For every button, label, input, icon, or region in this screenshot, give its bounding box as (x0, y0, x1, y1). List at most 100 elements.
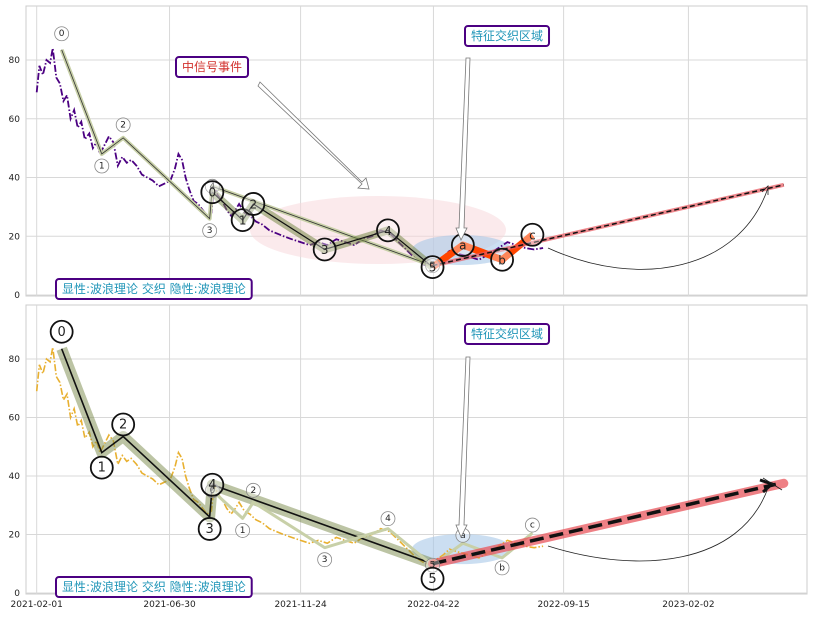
bottom-large-wave-4-circle (200, 472, 225, 497)
bottom-ytick-label: 40 (9, 472, 21, 482)
large-wave-5-circle (420, 255, 445, 279)
small-wave-4-label: 4 (209, 182, 215, 192)
large-wave-b-label: b (498, 253, 506, 267)
small-wave-4-circle (204, 178, 220, 194)
curved-arrowhead (761, 185, 769, 195)
bottom-small-wave-2-label: 2 (250, 486, 256, 496)
bottom-large-wave-3-circle (197, 517, 222, 541)
event-arrow (257, 81, 370, 190)
small-wave-1-label: 1 (99, 162, 105, 172)
bottom-curved-arrow (547, 487, 769, 562)
bottom-large-wave-marker: 3 (197, 517, 222, 541)
bottom-large-wave-4-label: 4 (208, 478, 216, 493)
bottom-large-wave-marker: 5 (420, 566, 445, 591)
small-wave-5-label: 5 (430, 261, 436, 271)
bottom-large-wave-marker: 1 (89, 455, 114, 480)
small-wave-marker: 1 (94, 158, 110, 174)
bottom-large-wave-5-circle (420, 566, 445, 591)
bottom-small-wave-1-label: 1 (240, 526, 246, 536)
bottom-ytick-label: 80 (9, 355, 21, 365)
bottom-small-wave-c-label: c (530, 521, 535, 531)
small-wave-marker: 2 (115, 117, 131, 133)
top-zone-label: 特征交织区域 (471, 28, 543, 43)
top-ytick-label: 80 (9, 56, 21, 66)
small-wave-marker: 4 (204, 178, 220, 194)
top-ytick-label: 60 (9, 115, 21, 125)
bottom-small-wave-marker: 4 (380, 511, 396, 527)
small-wave-3-circle (202, 223, 218, 239)
top-footer-label-box (55, 278, 253, 300)
bottom-small-wave-b-circle (494, 560, 510, 576)
bottom-small-wave-a-label: a (460, 531, 466, 541)
bottom-ytick-label: 60 (9, 414, 21, 424)
bottom-large-wave-5-label: 5 (428, 572, 436, 587)
bottom-large-wave-marker: 2 (111, 412, 136, 437)
event-label-box (175, 56, 250, 78)
small-wave-marker: 3 (202, 223, 218, 239)
xtick-label: 2022-04-22 (407, 600, 459, 610)
bottom-small-wave-marker: 1 (235, 523, 251, 538)
bottom-small-wave-marker: c (525, 517, 540, 533)
curved-arrow (547, 187, 769, 270)
large-wave-0-label: 0 (209, 186, 217, 200)
large-wave-c-circle (520, 222, 545, 247)
bottom-small-wave-1-circle (235, 523, 251, 538)
small-wave-2-label: 2 (120, 120, 126, 130)
small-wave-0-label: 0 (59, 29, 65, 39)
bottom-zone-label-box (464, 323, 551, 345)
small-wave-marker: 0 (54, 26, 70, 42)
bottom-small-wave-b-label: b (499, 563, 505, 573)
top-zone-label-box (464, 25, 551, 47)
bottom-zone-label: 特征交织区域 (471, 326, 543, 341)
bottom-large-wave-0-label: 0 (58, 325, 66, 340)
bottom-small-wave-c-circle (525, 517, 540, 533)
bottom-large-wave-marker: 0 (49, 319, 74, 344)
bottom-footer-label-box (55, 576, 253, 598)
bottom-small-wave-marker: 2 (245, 482, 261, 498)
large-wave-4-label: 4 (384, 224, 392, 238)
xtick-label: 2023-02-02 (662, 600, 714, 610)
projection-line (432, 184, 784, 267)
top-ytick-label: 0 (14, 291, 20, 301)
xtick-label: 2022-09-15 (537, 600, 589, 610)
bottom-large-wave-2-label: 2 (119, 418, 127, 433)
bottom-large-wave-2-circle (111, 412, 136, 437)
bottom-small-wave-marker: b (494, 560, 510, 576)
large-wave-a-label: a (459, 239, 466, 253)
bottom-feature-zone-region (412, 534, 512, 565)
top-ytick-label: 20 (9, 232, 21, 242)
bottom-large-wave-1-label: 1 (98, 461, 106, 476)
large-wave-3-circle (312, 237, 337, 262)
large-wave-3-label: 3 (321, 243, 329, 257)
large-wave-b-circle (490, 247, 514, 272)
bottom-small-wave-3-label: 3 (322, 555, 328, 565)
event-label: 中信号事件 (182, 59, 242, 74)
bottom-small-wave-4-label: 4 (385, 514, 391, 524)
bottom-small-wave-0-label: 0 (209, 486, 215, 496)
bottom-ytick-label: 20 (9, 531, 21, 541)
xtick-label: 2021-02-01 (11, 600, 63, 610)
top-content: 012345012345abc中信号事件特征交织区域显性:波浪理论 交织 隐性:… (35, 25, 785, 300)
bottom-small-wave-4-circle (380, 511, 396, 527)
bottom-projection-line (432, 482, 777, 566)
top-ytick-label: 40 (9, 174, 21, 184)
large-wave-5-label: 5 (429, 261, 437, 275)
small-wave-5-circle (425, 258, 440, 274)
large-wave-c-label: c (529, 228, 536, 242)
bottom-large-wave-marker: 4 (200, 472, 225, 497)
small-wave-1-circle (94, 158, 110, 174)
bottom-small-wave-marker: 3 (317, 552, 333, 568)
small-wave-3-label: 3 (207, 226, 213, 236)
large-wave-4-circle (376, 218, 400, 243)
xtick-label: 2021-06-30 (143, 600, 196, 610)
bottom-large-wave-0-circle (49, 319, 74, 344)
bottom-small-wave-2-circle (245, 482, 261, 498)
bottom-small-wave-marker: 0 (204, 483, 220, 499)
bottom-zone-arrow (455, 356, 471, 538)
bottom-ytick-label: 0 (14, 589, 20, 599)
